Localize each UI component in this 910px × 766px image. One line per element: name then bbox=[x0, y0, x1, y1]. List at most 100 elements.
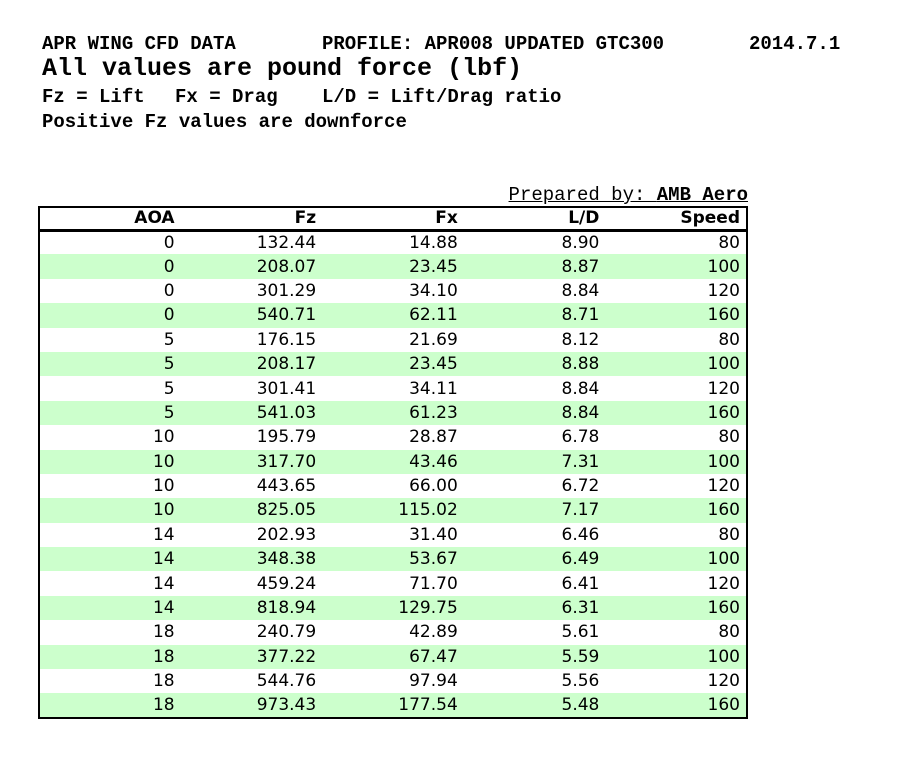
cell-speed: 80 bbox=[605, 522, 747, 548]
cell-fz: 541.03 bbox=[180, 400, 323, 426]
doc-date: 2014.7.1 bbox=[749, 33, 841, 55]
cell-fx: 28.87 bbox=[322, 425, 464, 450]
cell-l-d: 6.41 bbox=[463, 571, 606, 596]
cell-speed: 160 bbox=[605, 400, 747, 426]
cell-l-d: 8.87 bbox=[463, 254, 606, 279]
cell-speed: 80 bbox=[605, 327, 747, 352]
cell-l-d: 8.88 bbox=[463, 351, 606, 377]
table-header-row: AOA Fz Fx L/D Speed bbox=[39, 207, 747, 232]
cell-fx: 97.94 bbox=[322, 669, 464, 694]
cell-aoa: 0 bbox=[39, 303, 181, 328]
table-row: 5 301.41 34.11 8.84 120 bbox=[39, 376, 747, 401]
table-row: 5 541.03 61.23 8.84 160 bbox=[39, 400, 747, 426]
cell-speed: 160 bbox=[605, 498, 747, 523]
cell-aoa: 10 bbox=[39, 449, 181, 474]
cell-fz: 301.41 bbox=[180, 376, 323, 401]
cell-aoa: 18 bbox=[39, 620, 181, 645]
table-row: 10 443.65 66.00 6.72 120 bbox=[39, 473, 747, 499]
doc-title: APR WING CFD DATA bbox=[42, 33, 236, 55]
cell-l-d: 5.56 bbox=[463, 669, 606, 694]
cell-fz: 202.93 bbox=[180, 522, 323, 548]
doc-profile: PROFILE: APR008 UPDATED GTC300 bbox=[322, 33, 665, 55]
table-row: 18 973.43 177.54 5.48 160 bbox=[39, 693, 747, 718]
cell-fz: 818.94 bbox=[180, 595, 323, 621]
cell-aoa: 14 bbox=[39, 571, 181, 596]
cell-fx: 34.10 bbox=[322, 278, 464, 304]
cell-aoa: 5 bbox=[39, 327, 181, 352]
cell-fz: 825.05 bbox=[180, 498, 323, 523]
cell-fz: 195.79 bbox=[180, 425, 323, 450]
cfd-data-table: AOA Fz Fx L/D Speed 0 132.44 14.88 8.90 80 0 208.0… bbox=[38, 206, 748, 719]
cell-aoa: 14 bbox=[39, 595, 181, 621]
cell-speed: 160 bbox=[605, 595, 747, 621]
cell-l-d: 8.84 bbox=[463, 278, 606, 304]
cell-fx: 34.11 bbox=[322, 376, 464, 401]
cell-fz: 443.65 bbox=[180, 473, 323, 499]
cell-aoa: 10 bbox=[39, 473, 181, 499]
cell-speed: 80 bbox=[605, 425, 747, 450]
table-row: 14 202.93 31.40 6.46 80 bbox=[39, 522, 747, 548]
cell-fz: 132.44 bbox=[180, 230, 323, 255]
cell-fx: 71.70 bbox=[322, 571, 464, 596]
cell-l-d: 8.84 bbox=[463, 376, 606, 401]
cell-aoa: 5 bbox=[39, 376, 181, 401]
cell-fx: 23.45 bbox=[322, 351, 464, 377]
cell-fx: 42.89 bbox=[322, 620, 464, 645]
cell-fz: 973.43 bbox=[180, 693, 323, 718]
cell-l-d: 6.49 bbox=[463, 547, 606, 572]
column-header-fx: Fx bbox=[322, 207, 464, 232]
table-row: 14 459.24 71.70 6.41 120 bbox=[39, 571, 747, 596]
table-row: 0 301.29 34.10 8.84 120 bbox=[39, 278, 747, 304]
table-row: 10 825.05 115.02 7.17 160 bbox=[39, 498, 747, 523]
cell-aoa: 5 bbox=[39, 351, 181, 377]
cell-l-d: 5.59 bbox=[463, 644, 606, 670]
cell-fx: 177.54 bbox=[322, 693, 464, 718]
cell-l-d: 5.61 bbox=[463, 620, 606, 645]
cell-fx: 14.88 bbox=[322, 230, 464, 255]
table-row: 14 818.94 129.75 6.31 160 bbox=[39, 595, 747, 621]
table-header: AOA Fz Fx L/D Speed bbox=[39, 207, 747, 232]
cell-speed: 100 bbox=[605, 254, 747, 279]
table-row: 18 544.76 97.94 5.56 120 bbox=[39, 669, 747, 694]
cell-l-d: 7.17 bbox=[463, 498, 606, 523]
cell-speed: 120 bbox=[605, 669, 747, 694]
cell-aoa: 0 bbox=[39, 278, 181, 304]
cell-fx: 62.11 bbox=[322, 303, 464, 328]
cell-aoa: 10 bbox=[39, 498, 181, 523]
table-row: 5 176.15 21.69 8.12 80 bbox=[39, 327, 747, 352]
cell-speed: 120 bbox=[605, 473, 747, 499]
units-note: All values are pound force (lbf) bbox=[42, 54, 523, 83]
cell-fz: 348.38 bbox=[180, 547, 323, 572]
prepared-by-value: AMB Aero bbox=[656, 184, 748, 206]
cell-speed: 100 bbox=[605, 351, 747, 377]
cell-speed: 100 bbox=[605, 547, 747, 572]
table-body: 0 132.44 14.88 8.90 80 0 208.07 23.45 8.87 100 0 30… bbox=[39, 230, 747, 718]
legend-fx: Fx = Drag bbox=[175, 86, 278, 108]
cell-l-d: 6.72 bbox=[463, 473, 606, 499]
cell-speed: 120 bbox=[605, 278, 747, 304]
cell-l-d: 8.12 bbox=[463, 327, 606, 352]
table-row: 18 377.22 67.47 5.59 100 bbox=[39, 644, 747, 670]
table-row: 0 540.71 62.11 8.71 160 bbox=[39, 303, 747, 328]
cell-fz: 208.17 bbox=[180, 351, 323, 377]
cell-speed: 120 bbox=[605, 376, 747, 401]
cell-aoa: 0 bbox=[39, 230, 181, 255]
cell-aoa: 10 bbox=[39, 425, 181, 450]
cell-fx: 53.67 bbox=[322, 547, 464, 572]
table-row: 5 208.17 23.45 8.88 100 bbox=[39, 351, 747, 377]
cell-fz: 544.76 bbox=[180, 669, 323, 694]
prepared-by-label: Prepared by: bbox=[508, 184, 657, 206]
cell-fx: 43.46 bbox=[322, 449, 464, 474]
cell-aoa: 14 bbox=[39, 522, 181, 548]
cell-aoa: 18 bbox=[39, 669, 181, 694]
cell-fx: 66.00 bbox=[322, 473, 464, 499]
cell-l-d: 8.71 bbox=[463, 303, 606, 328]
cell-fz: 301.29 bbox=[180, 278, 323, 304]
cell-fz: 459.24 bbox=[180, 571, 323, 596]
cell-speed: 80 bbox=[605, 230, 747, 255]
cell-l-d: 6.31 bbox=[463, 595, 606, 621]
cell-fz: 240.79 bbox=[180, 620, 323, 645]
cell-aoa: 0 bbox=[39, 254, 181, 279]
cell-fx: 23.45 bbox=[322, 254, 464, 279]
prepared-by-line: Prepared by: AMB Aero bbox=[38, 184, 748, 206]
